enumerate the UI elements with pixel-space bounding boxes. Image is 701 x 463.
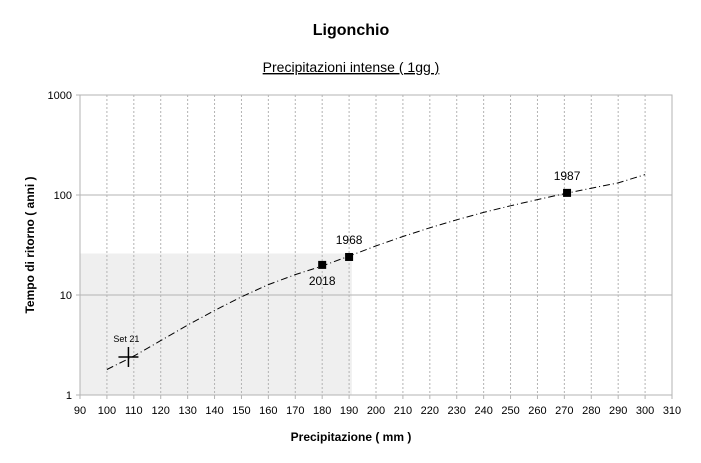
x-tick-label: 110	[125, 405, 143, 417]
x-tick-label: 100	[98, 405, 116, 417]
return-period-curve	[106, 174, 646, 370]
shaded-region	[80, 253, 352, 395]
y-tick-label: 1000	[48, 90, 72, 102]
x-tick-label: 170	[286, 405, 304, 417]
x-tick-label: 310	[663, 405, 681, 417]
x-tick-label: 300	[636, 405, 654, 417]
x-tick-label: 280	[582, 405, 600, 417]
data-point-label: 2018	[309, 274, 336, 288]
x-axis-label: Precipitazione ( mm )	[291, 430, 412, 444]
x-tick-label: 130	[178, 405, 196, 417]
x-tick-label: 180	[313, 405, 331, 417]
y-tick-label: 1	[66, 390, 72, 402]
data-point-label: 1968	[336, 233, 363, 247]
x-tick-label: 230	[448, 405, 466, 417]
x-tick-label: 200	[367, 405, 385, 417]
x-tick-label: 140	[205, 405, 223, 417]
data-point	[345, 252, 354, 261]
x-tick-label: 120	[152, 405, 170, 417]
x-tick-label: 150	[232, 405, 250, 417]
chart-subtitle: Precipitazioni intense ( 1gg )	[263, 59, 440, 75]
x-tick-label: 90	[74, 405, 86, 417]
data-point	[318, 260, 327, 269]
x-tick-label: 220	[421, 405, 439, 417]
x-tick-label: 290	[609, 405, 627, 417]
annotation-marker	[118, 346, 139, 367]
y-axis-label: Tempo di ritorno ( anni )	[23, 176, 37, 313]
x-tick-label: 190	[340, 405, 358, 417]
chart-title: Ligonchio	[313, 22, 390, 39]
x-tick-label: 160	[259, 405, 277, 417]
data-point	[563, 188, 572, 197]
x-tick-label: 260	[528, 405, 546, 417]
annotation-label: Set 21	[113, 334, 139, 344]
y-tick-label: 10	[60, 290, 72, 302]
x-tick-label: 250	[501, 405, 519, 417]
x-tick-label: 240	[474, 405, 492, 417]
data-point-label: 1987	[554, 169, 581, 183]
y-tick-label: 100	[54, 190, 72, 202]
x-tick-label: 210	[394, 405, 412, 417]
x-tick-label: 270	[555, 405, 573, 417]
